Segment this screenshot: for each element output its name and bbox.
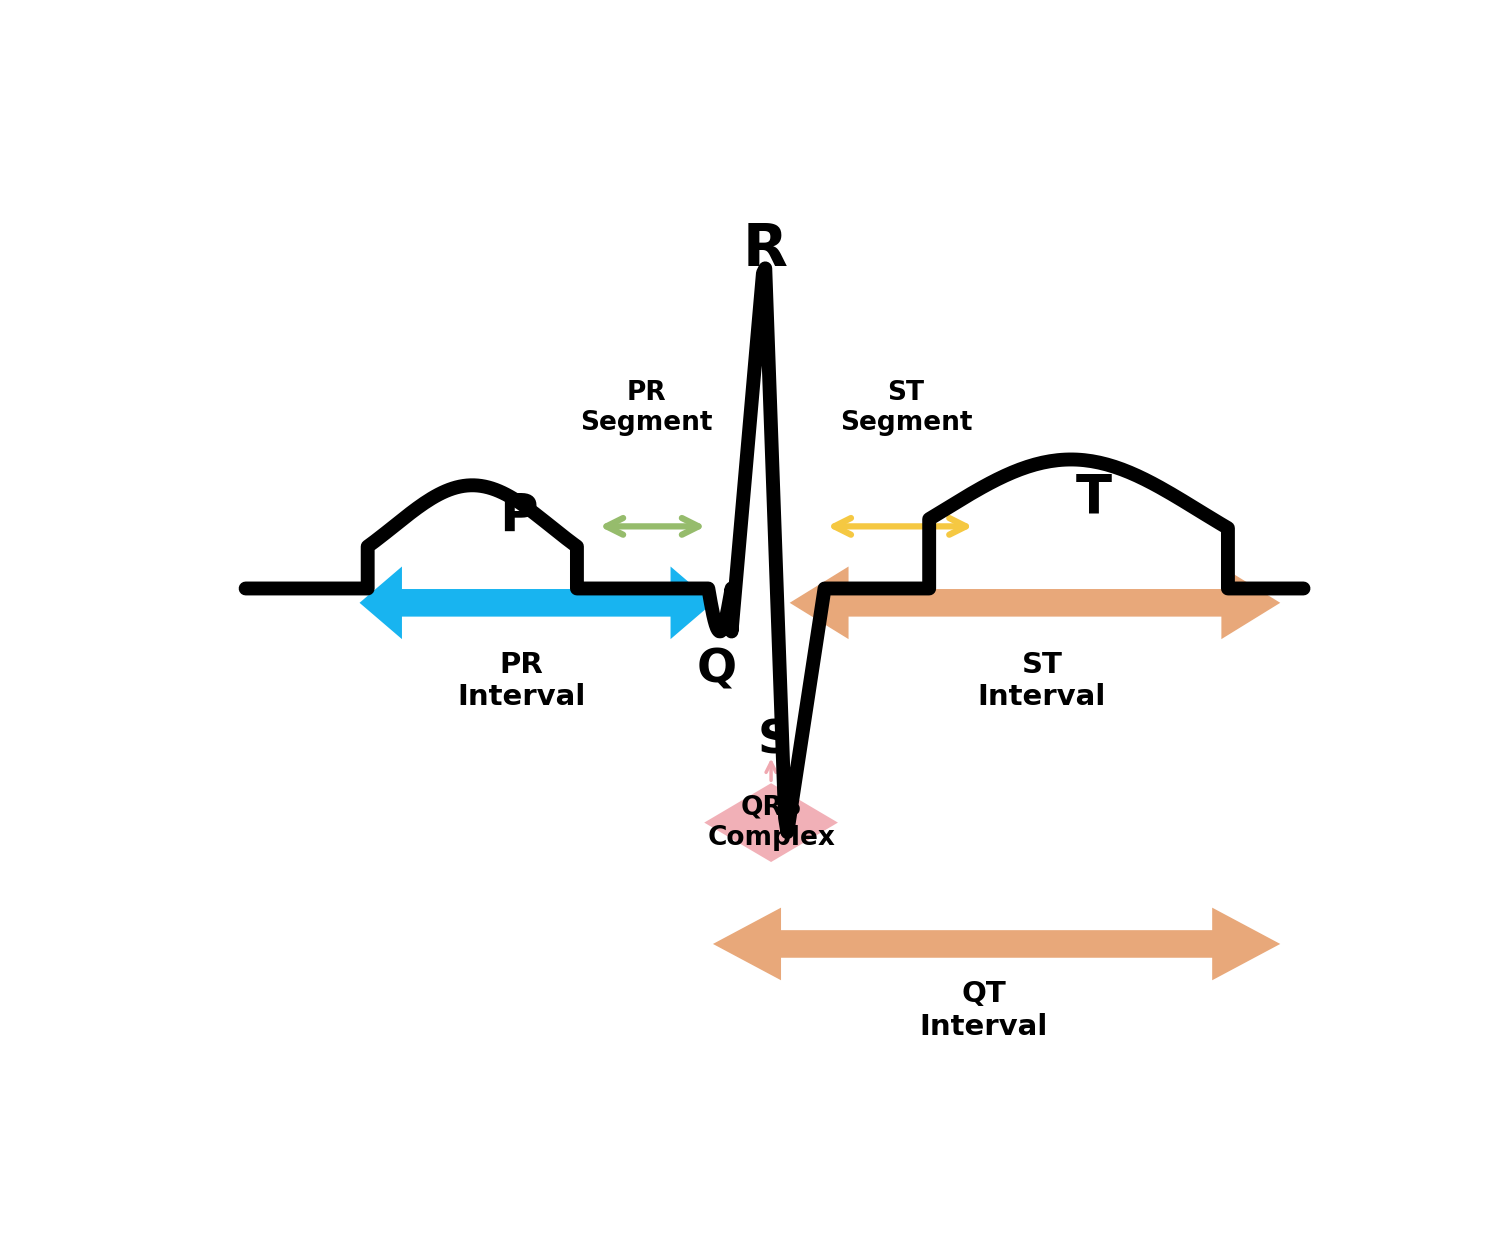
Text: P: P (500, 490, 538, 542)
Text: T: T (1077, 472, 1112, 524)
Polygon shape (704, 783, 839, 862)
Text: QT
Interval: QT Interval (920, 980, 1048, 1041)
Text: R: R (742, 221, 788, 278)
Text: QRS
Complex: QRS Complex (706, 794, 836, 850)
Text: ST
Interval: ST Interval (978, 650, 1106, 711)
Polygon shape (360, 566, 712, 639)
Text: Q: Q (696, 648, 736, 692)
Text: S: S (758, 719, 792, 764)
Text: ST
Segment: ST Segment (840, 380, 972, 436)
Polygon shape (712, 907, 1280, 980)
Polygon shape (789, 566, 1280, 639)
Text: PR
Interval: PR Interval (458, 650, 585, 711)
Text: PR
Segment: PR Segment (580, 380, 712, 436)
